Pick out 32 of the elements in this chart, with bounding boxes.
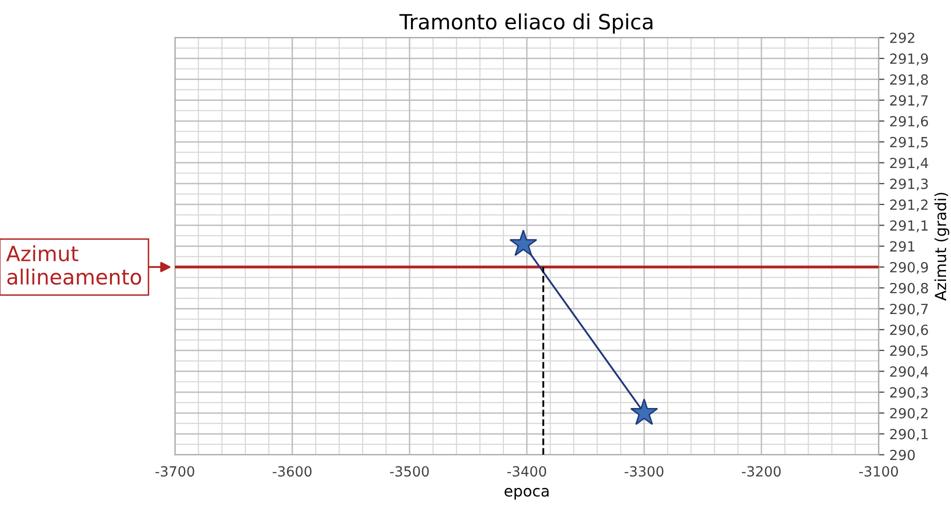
y-tick-label: 290,8 [890, 282, 928, 295]
y-tick-label: 290 [890, 450, 915, 460]
y-tick-label: 291,1 [890, 220, 928, 232]
x-tick-label: -3500 [390, 466, 429, 477]
chart-title: Tramonto eliaco di Spica [399, 13, 652, 34]
y-axis-title: Azimut (gradi) [934, 192, 950, 301]
y-tick-label: 291,7 [890, 95, 928, 108]
y-tick-label: 292 [890, 32, 914, 44]
y-tick-label: 290,7 [890, 304, 928, 316]
y-tick-label: 290,5 [890, 345, 928, 358]
y-tick-label: 291,4 [890, 158, 928, 170]
x-tick-label: -3600 [272, 466, 312, 477]
y-tick-label: 291,2 [890, 199, 928, 212]
y-tick-label: 290,9 [890, 262, 928, 274]
y-tick-label: 291,6 [890, 116, 928, 128]
y-tick-label: 291,9 [890, 53, 928, 66]
x-tick-label: -3700 [155, 466, 194, 477]
ref-line-label: Azimut allineamento [6, 245, 142, 285]
x-tick-label: -3200 [742, 466, 781, 477]
y-tick-label: 291,3 [890, 178, 928, 190]
y-tick-label: 290,4 [890, 366, 928, 378]
y-tick-label: 290,2 [890, 408, 928, 420]
y-tick-label: 291,8 [890, 74, 928, 86]
y-tick-label: 290,3 [890, 387, 928, 400]
y-tick-label: 291 [890, 241, 914, 252]
x-tick-label: -3300 [624, 466, 664, 477]
x-axis-title: epoca [504, 488, 549, 500]
y-tick-label: 290,6 [890, 324, 928, 336]
x-tick-label: -3100 [859, 466, 898, 477]
y-tick-label: 291,5 [890, 136, 928, 149]
y-tick-label: 290,1 [890, 428, 928, 441]
x-tick-label: -3400 [507, 466, 546, 477]
